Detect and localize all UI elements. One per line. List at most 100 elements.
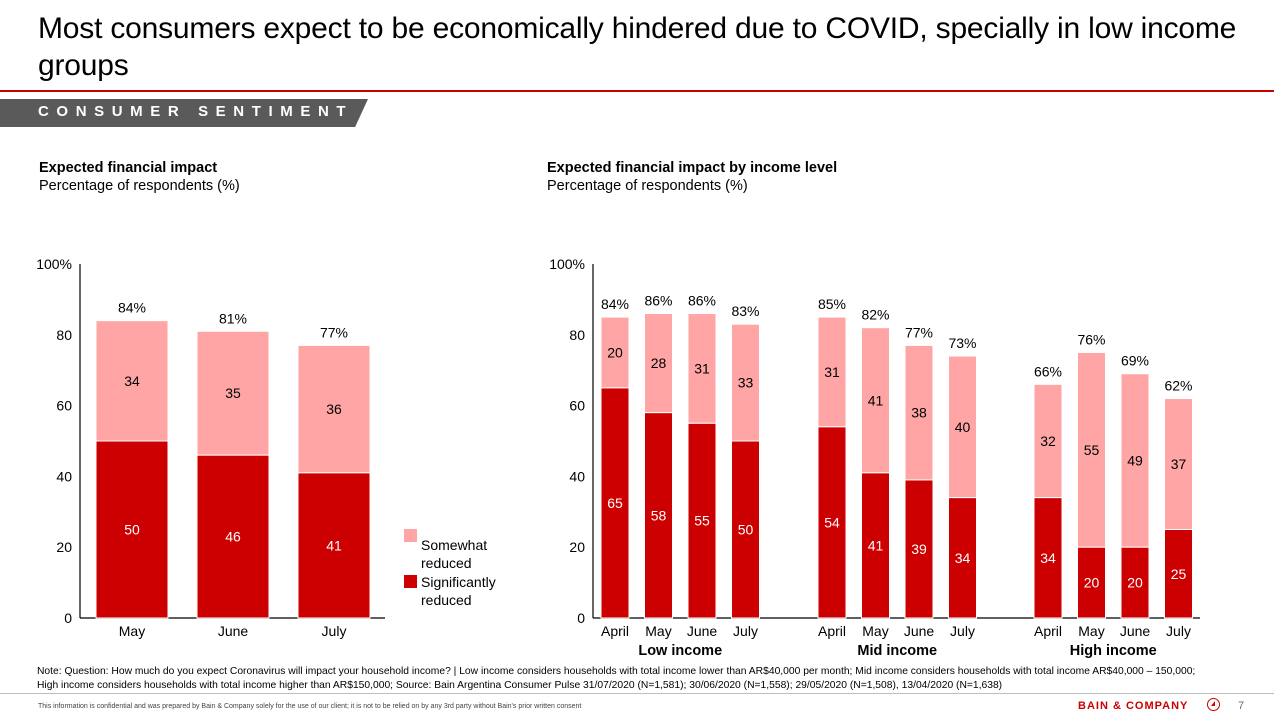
left-bar-somewhat <box>95 320 169 442</box>
right-label-somewhat: 49 <box>1127 452 1143 468</box>
left-y-tick-label: 60 <box>56 398 72 414</box>
right-y-tick-label: 20 <box>569 539 585 555</box>
right-bar-significantly <box>731 440 760 619</box>
right-bar-somewhat <box>731 323 760 442</box>
right-bar-significantly <box>644 412 673 619</box>
confidentiality-notice: This information is confidential and was… <box>38 703 582 710</box>
right-bar-somewhat <box>817 316 847 428</box>
legend-swatch-somewhat <box>404 529 417 542</box>
right-y-tick-label: 80 <box>569 327 585 343</box>
right-total-label: 76% <box>1077 332 1105 348</box>
right-total-label: 86% <box>688 293 716 309</box>
left-x-tick-label: June <box>218 623 249 639</box>
footnote-line-2: High income considers households with to… <box>37 680 1003 691</box>
right-label-somewhat: 37 <box>1171 456 1187 472</box>
left-label-significantly: 50 <box>124 522 140 538</box>
right-y-tick-label: 100% <box>549 256 585 272</box>
right-bar-somewhat <box>644 313 673 414</box>
legend-swatch-significantly <box>404 575 417 588</box>
right-label-significantly: 25 <box>1171 566 1187 582</box>
right-bar-significantly <box>1120 546 1150 619</box>
brand-logo-text: BAIN & COMPANY <box>1078 700 1189 712</box>
left-total-label: 84% <box>118 300 146 316</box>
right-label-significantly: 20 <box>1127 575 1143 591</box>
group-label: High income <box>1070 643 1157 659</box>
right-x-tick-label: April <box>1034 623 1062 639</box>
right-bar-significantly <box>861 472 890 619</box>
left-bar-significantly <box>297 472 371 619</box>
right-label-significantly: 34 <box>1040 550 1056 566</box>
right-total-label: 62% <box>1164 378 1192 394</box>
right-bar-somewhat <box>687 313 717 424</box>
legend-label-somewhat-1: Somewhat <box>421 537 487 553</box>
right-total-label: 73% <box>948 335 976 351</box>
left-chart-subtitle: Percentage of respondents (%) <box>39 178 240 194</box>
right-label-significantly: 54 <box>824 514 840 530</box>
right-bar-significantly <box>1033 497 1063 619</box>
right-total-label: 85% <box>818 296 846 312</box>
right-x-tick-label: July <box>733 623 758 639</box>
right-x-tick-label: April <box>818 623 846 639</box>
left-total-label: 81% <box>219 310 247 326</box>
right-bar-somewhat <box>948 355 977 499</box>
left-x-tick-label: July <box>322 623 347 639</box>
title-divider <box>0 90 1274 92</box>
bain-logo-icon <box>1207 698 1220 711</box>
right-label-somewhat: 40 <box>955 419 971 435</box>
left-y-tick-label: 40 <box>56 468 72 484</box>
right-label-significantly: 50 <box>738 522 754 538</box>
right-bar-significantly <box>948 497 977 619</box>
right-bar-somewhat <box>1033 383 1063 499</box>
left-bar-significantly <box>196 454 270 619</box>
right-label-somewhat: 55 <box>1084 442 1100 458</box>
right-bar-somewhat <box>1077 352 1106 548</box>
left-label-significantly: 41 <box>326 537 342 553</box>
right-bar-significantly <box>1077 546 1106 619</box>
right-bar-significantly <box>687 422 717 619</box>
page-number: 7 <box>1238 700 1245 712</box>
left-y-tick-label: 80 <box>56 327 72 343</box>
footnote: Note: Question: How much do you expect C… <box>37 665 1277 693</box>
left-total-label: 77% <box>320 324 348 340</box>
right-bar-somewhat <box>861 327 890 474</box>
group-label: Mid income <box>857 643 937 659</box>
right-total-label: 86% <box>644 293 672 309</box>
left-y-tick-label: 20 <box>56 539 72 555</box>
right-y-tick-label: 40 <box>569 468 585 484</box>
right-bar-somewhat <box>600 316 630 389</box>
right-total-label: 66% <box>1034 363 1062 379</box>
left-x-tick-label: May <box>119 623 145 639</box>
right-x-tick-label: June <box>687 623 718 639</box>
right-chart-subtitle: Percentage of respondents (%) <box>547 178 748 194</box>
left-label-significantly: 46 <box>225 529 241 545</box>
right-total-label: 69% <box>1121 353 1149 369</box>
right-y-tick-label: 60 <box>569 398 585 414</box>
right-label-somewhat: 41 <box>868 392 884 408</box>
right-bar-significantly <box>817 426 847 619</box>
right-label-somewhat: 33 <box>738 375 754 391</box>
right-bar-somewhat <box>904 344 934 481</box>
right-label-somewhat: 31 <box>824 364 840 380</box>
right-x-tick-label: June <box>904 623 935 639</box>
left-y-tick-label: 0 <box>64 610 72 626</box>
right-label-significantly: 20 <box>1084 575 1100 591</box>
section-tag-label: CONSUMER SENTIMENT <box>38 103 354 120</box>
left-label-somewhat: 34 <box>124 373 140 389</box>
right-x-tick-label: June <box>1120 623 1151 639</box>
right-label-significantly: 65 <box>607 495 623 511</box>
right-label-somewhat: 32 <box>1040 433 1056 449</box>
left-label-somewhat: 35 <box>225 385 241 401</box>
right-bar-significantly <box>600 387 630 619</box>
right-x-tick-label: May <box>1078 623 1104 639</box>
right-label-somewhat: 31 <box>694 360 710 376</box>
right-label-significantly: 34 <box>955 550 971 566</box>
right-chart-heading: Expected financial impact by income leve… <box>547 159 837 195</box>
right-label-somewhat: 28 <box>651 355 667 371</box>
left-chart-title: Expected financial impact <box>39 160 218 176</box>
right-y-tick-label: 0 <box>577 610 585 626</box>
right-x-tick-label: July <box>1166 623 1191 639</box>
right-label-significantly: 41 <box>868 537 884 553</box>
right-x-tick-label: May <box>862 623 888 639</box>
legend-label-significantly-1: Significantly <box>421 574 496 590</box>
